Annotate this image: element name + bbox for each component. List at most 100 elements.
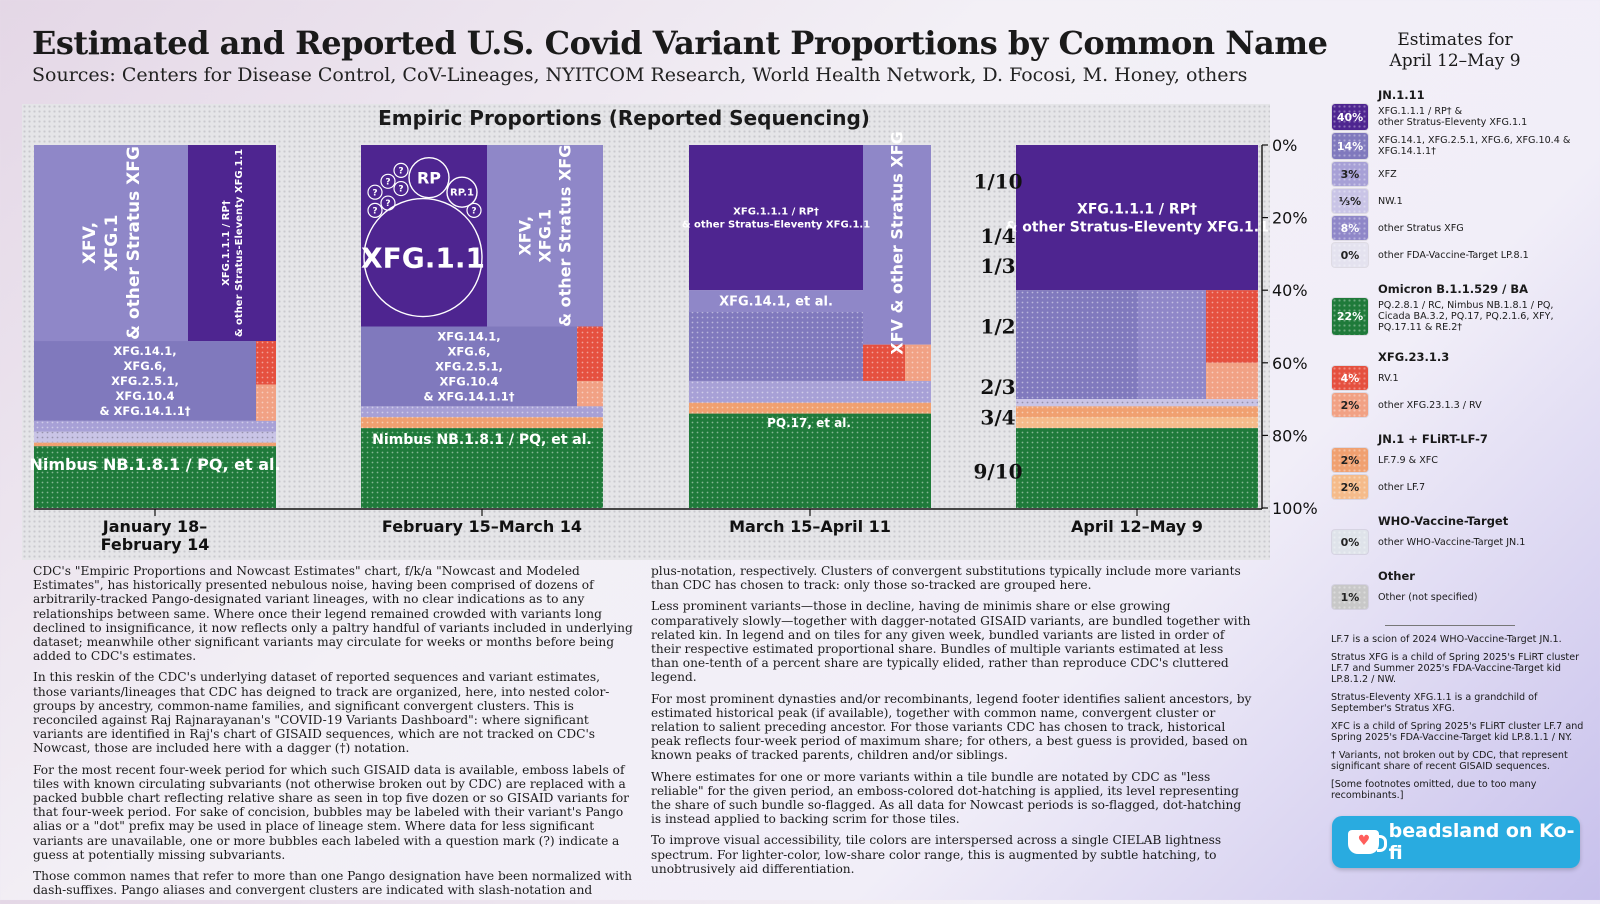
- legend-item-label: RV.1: [1378, 373, 1593, 384]
- tile-stratus-xfg-hatch: [1138, 290, 1206, 400]
- legend-swatch: 2%: [1332, 475, 1368, 499]
- footnote: [Some footnotes omitted, due to too many…: [1331, 779, 1537, 801]
- tile-xfz-hatch: [361, 406, 603, 418]
- body-paragraph: In this reskin of the CDC's underlying d…: [33, 670, 610, 756]
- legend-swatch: 2%: [1332, 393, 1368, 417]
- y-fraction-label: 3/4: [980, 405, 1015, 429]
- tile-label-nimbus: Nimbus NB.1.8.1 / PQ, et al.: [372, 432, 592, 448]
- tile-label-xfg-14-1: XFG.14.1, XFG.6, XFG.2.5.1, XFG.10.4 & XFG.1…: [423, 329, 514, 403]
- bubble-unknown-label: ?: [385, 177, 390, 187]
- tile-nimbus-hatch: [34, 446, 276, 508]
- bubble-unknown-label: ?: [471, 206, 476, 216]
- tile-lf-7-9-hatch: [1016, 406, 1258, 418]
- tile-label-nimbus: Nimbus NB.1.8.1 / PQ, et al.: [29, 455, 280, 474]
- bubble-unknown: [393, 162, 409, 179]
- tile-lf-7-hatch: [1016, 417, 1258, 429]
- legend-item-line: other Stratus-Eleventy XFG.1.1: [1378, 117, 1528, 128]
- bubble-unknown-label: ?: [372, 188, 377, 198]
- legend-swatch: 0%: [1332, 530, 1368, 554]
- bubble-unknown: [367, 184, 383, 200]
- footnote: † Variants, not broken out by CDC, that …: [1331, 750, 1568, 772]
- x-tick-label: January 18– February 14: [101, 517, 210, 554]
- tile-xfg-23-1-3-hatch: [905, 344, 931, 381]
- legend-item-line: other WHO-Vaccine-Target JN.1: [1378, 536, 1526, 548]
- tile-rv-1-hatch: [1206, 290, 1258, 363]
- tile-pq-17-hatch: [689, 413, 931, 508]
- tile-label-stratus-xfg: XFV,XFG.1& other Stratus XFG: [80, 146, 144, 340]
- tile-stratus-xfg: [34, 145, 188, 342]
- legend-swatch: 22%: [1332, 298, 1368, 335]
- coffee-cup-icon: ♥: [1348, 830, 1387, 854]
- page-subtitle: Sources: Centers for Disease Control, Co…: [32, 64, 1248, 86]
- kofi-label: beadsland on Ko-fi: [1388, 820, 1575, 864]
- bubble-unknown: [466, 202, 482, 218]
- tile-xfg-23-1-3-hatch: [256, 384, 276, 421]
- tile-nw-1-hatch: [34, 431, 276, 443]
- legend-swatch: 3%: [1332, 162, 1368, 186]
- legend-item-line: XFG.1.1.1 / RP† &: [1378, 106, 1463, 117]
- legend-item-line: XFG.14.1, XFG.2.5.1, XFG.6, XFG.10.4 &: [1378, 135, 1571, 146]
- bubble-unknown: [380, 195, 396, 211]
- kofi-button[interactable]: ♥ beadsland on Ko-fi: [1332, 816, 1580, 868]
- legend-item-label: other Stratus XFG: [1378, 223, 1593, 234]
- tile-lf-7-hatch: [689, 402, 931, 414]
- bubble-unknown: [380, 173, 396, 189]
- legend-item-line: other LF.7: [1378, 481, 1426, 493]
- legend-group-title: Omicron B.1.1.529 / BA: [1378, 282, 1529, 296]
- body-right-column: plus-notation, respectively. Clusters of…: [651, 564, 1255, 883]
- tile-omicron-hatch: [1016, 428, 1258, 508]
- chart-title: Empiric Proportions (Reported Sequencing…: [378, 106, 870, 130]
- bubble-unknown-label: ?: [372, 206, 377, 216]
- body-paragraph: Those common names that refer to more th…: [33, 869, 632, 898]
- legend-item-label: other FDA-Vaccine-Target LP.8.1: [1378, 250, 1593, 261]
- y-fraction-label: 1/10: [973, 169, 1022, 193]
- tile-xfg-14-1-hatch: [689, 311, 863, 381]
- tile-label-stratus-xfg: XFV & other Stratus XFG: [888, 131, 907, 354]
- legend-swatch: 2%: [1332, 448, 1368, 472]
- footnote: Stratus-Eleventy XFG.1.1 is a grandchild…: [1331, 692, 1538, 714]
- legend-item-line: NW.1: [1378, 195, 1403, 207]
- tile-xfz-hatch: [34, 420, 276, 432]
- y-tick-label: 100%: [1272, 499, 1318, 518]
- body-left-column: CDC's "Empiric Proportions and Nowcast E…: [33, 564, 637, 904]
- legend-swatch: 1%: [1332, 585, 1368, 609]
- legend-heading: Estimates for April 12–May 9: [1330, 30, 1580, 72]
- y-tick-label: 80%: [1272, 426, 1308, 445]
- legend-swatch: 40%: [1332, 104, 1368, 130]
- tile-label-pq-17: PQ.17, et al.: [767, 416, 851, 430]
- legend-divider: [1385, 625, 1515, 626]
- chart: XFV, XFG.1 & other Stratus XFG XFG.1.1.1 / …: [29, 131, 1318, 554]
- tile-label-xfg-1-1-1: XFG.1.1.1 / RP† & other Stratus-Eleventy …: [221, 149, 245, 337]
- y-tick-label: 60%: [1272, 354, 1308, 373]
- footnote: Stratus XFG is a child of Spring 2025's …: [1331, 652, 1580, 685]
- y-fraction-label: 1/2: [980, 315, 1015, 339]
- bubble-unknown-label: ?: [398, 185, 403, 195]
- x-tick-label: April 12–May 9: [1071, 517, 1203, 536]
- legend-swatch: 4%: [1332, 366, 1368, 390]
- body-paragraph: Less prominent variants—those in decline…: [651, 599, 1251, 685]
- legend-item-line: XFG.14.1.1†: [1378, 146, 1436, 157]
- tile-stratus-xfg: [487, 145, 603, 327]
- legend-group-title: JN.1 + FLiRT-LF-7: [1378, 432, 1488, 446]
- legend-item-label: NW.1: [1378, 196, 1593, 207]
- legend-item-label: other XFG.23.1.3 / RV: [1378, 400, 1593, 411]
- legend-item-label: XFG.14.1, XFG.2.5.1, XFG.6, XFG.10.4 & XF…: [1378, 135, 1593, 157]
- tile-xfg-1-1: [361, 145, 487, 327]
- body-paragraph: plus-notation, respectively. Clusters of…: [651, 564, 1241, 593]
- footnote: LF.7 is a scion of 2024 WHO-Vaccine-Targ…: [1331, 634, 1562, 645]
- bubble-label-rp: RP: [417, 168, 441, 187]
- bubble-label-xfg-1-1: XFG.1.1: [361, 241, 485, 274]
- x-tick-label: February 15–March 14: [382, 517, 582, 536]
- tile-lf-7-hatch: [361, 417, 603, 429]
- tile-rv-1-hatch: [577, 326, 603, 381]
- y-tick-label: 40%: [1272, 281, 1308, 300]
- tile-label-xfg-1-1-1: XFG.1.1.1 / RP† & other Stratus-Eleventy …: [1005, 202, 1269, 236]
- legend-item-label: other LF.7: [1378, 482, 1593, 493]
- bubble-unknown: [393, 180, 409, 197]
- legend-item-line: other XFG.23.1.3 / RV: [1378, 399, 1482, 411]
- tile-xfg-14-1: [361, 326, 577, 407]
- body-paragraph: To improve visual accessibility, tile co…: [651, 833, 1222, 876]
- legend-item-label: XFZ: [1378, 169, 1593, 180]
- tile-xfg-14-1: [34, 341, 256, 421]
- legend-item-label: other WHO-Vaccine-Target JN.1: [1378, 537, 1593, 548]
